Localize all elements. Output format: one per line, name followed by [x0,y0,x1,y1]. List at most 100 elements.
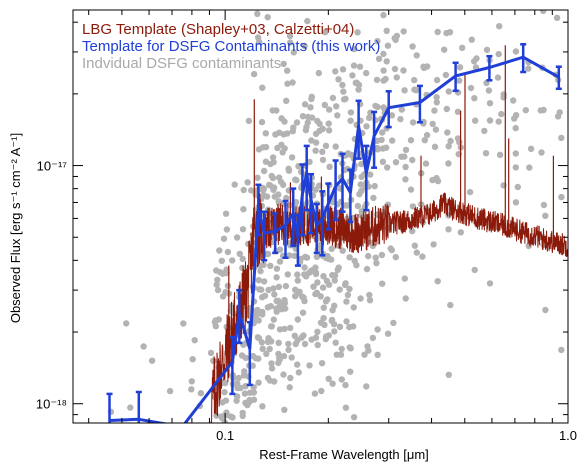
dsfg-scatter-point [343,318,350,325]
dsfg-scatter-point [259,403,266,410]
dsfg-scatter-point [263,193,271,200]
dsfg-scatter-point [402,146,410,154]
dsfg-scatter-point [140,343,147,350]
dsfg-scatter-point [276,258,284,265]
dsfg-scatter-point [320,273,327,280]
dsfg-scatter-point [314,341,321,349]
dsfg-scatter-point [411,76,418,84]
dsfg-scatter-point [310,283,317,290]
dsfg-scatter-point [223,226,231,233]
dsfg-scatter-point [246,389,254,396]
dsfg-scatter-point [292,340,299,348]
dsfg-scatter-point [354,202,362,210]
dsfg-scatter-point [312,139,320,146]
dsfg-scatter-point [373,259,380,267]
dsfg-scatter-point [401,275,408,282]
dsfg-scatter-point [264,250,272,258]
dsfg-scatter-point [374,38,381,45]
dsfg-scatter-point [342,381,349,389]
dsfg-scatter-point [398,106,405,113]
dsfg-scatter-point [378,136,385,144]
dsfg-scatter-point [444,129,451,136]
dsfg-scatter-point [346,254,353,261]
dsfg-scatter-point [375,55,383,62]
tick-marks [73,10,569,423]
y-axis-title: Observed Flux [erg s⁻¹ cm⁻² A⁻¹] [8,133,23,323]
dsfg-scatter-point [261,292,269,299]
dsfg-scatter-point [255,308,262,316]
dsfg-scatter-point [273,274,280,281]
dsfg-scatter-point [285,340,292,348]
dsfg-scatter-point [471,95,478,102]
dsfg-scatter-point [347,345,354,352]
dsfg-scatter-point [239,226,247,233]
dsfg-scatter-point [346,323,353,331]
dsfg-scatter-point [283,194,290,202]
dsfg-scatter-point [325,120,332,127]
dsfg-scatter-point [409,156,416,164]
dsfg-scatter-point [387,245,394,252]
dsfg-scatter-point [371,182,378,190]
y-tick-label: 10⁻¹⁷ [37,159,68,174]
dsfg-scatter-point [392,253,399,261]
dsfg-scatter-point [328,245,335,252]
dsfg-scatter-point [216,247,223,254]
dsfg-scatter-point [336,323,344,330]
dsfg-scatter-point [290,49,297,56]
dsfg-scatter-point [285,346,292,354]
dsfg-scatter-point [447,301,454,309]
dsfg-scatter-point [454,108,462,116]
dsfg-scatter-point [494,74,502,81]
dsfg-scatter-point [321,101,328,109]
dsfg-scatter-point [319,284,327,291]
dsfg-scatter-point [433,76,441,84]
dsfg-scatter-point [148,357,156,364]
dsfg-scatter-point [334,266,341,273]
dsfg-scatter-point [445,88,452,95]
dsfg-scatter-point [402,295,409,302]
dsfg-scatter-point [527,145,535,152]
dsfg-scatter-point [459,44,466,51]
dsfg-scatter-point [342,280,349,287]
dsfg-scatter-point [496,23,503,30]
dsfg-scatter-point [268,323,275,330]
dsfg-scatter-point [258,339,265,346]
dsfg-scatter-point [262,143,270,151]
dsfg-scatter-point [331,277,338,284]
dsfg-scatter-point [255,355,262,362]
dsfg-scatter-point [268,365,276,372]
dsfg-scatter-point [281,406,288,413]
dsfg-scatter-point [322,29,329,36]
dsfg-scatter-point [294,277,301,284]
dsfg-scatter-point [270,285,277,292]
plot-frame [72,9,569,424]
dsfg-scatter-point [293,119,301,126]
dsfg-scatter-point [322,335,329,343]
dsfg-scatter-point [241,368,248,375]
dsfg-scatter-point [510,97,517,104]
dsfg-scatter-point [446,29,454,36]
dsfg-scatter-point [197,390,205,397]
dsfg-scatter-point [338,345,345,353]
dsfg-scatter-point [331,328,338,335]
dsfg-scatter-point [265,181,273,189]
dsfg-scatter-point [288,354,295,361]
dsfg-scatter-point [306,158,313,166]
dsfg-scatter-point [210,357,217,364]
dsfg-scatter-point [256,286,263,293]
dsfg-scatter-point [248,187,255,194]
dsfg-scatter-point [482,150,490,157]
dsfg-scatter-point [255,146,263,153]
dsfg-scatter-point [328,256,335,263]
dsfg-scatter-point [326,106,333,113]
dsfg-scatter-point [431,107,438,114]
dsfg-scatter-point [422,160,430,167]
dsfg-scatter-point [338,376,345,383]
dsfg-scatter-point [423,131,431,139]
dsfg-scatter-point [212,323,219,330]
dsfg-scatter-point [291,252,298,259]
dsfg-scatter-point [473,55,480,62]
dsfg-scatter-point [468,36,475,43]
dsfg-scatter-point [166,387,174,395]
dsfg-scatter-point [356,191,363,198]
